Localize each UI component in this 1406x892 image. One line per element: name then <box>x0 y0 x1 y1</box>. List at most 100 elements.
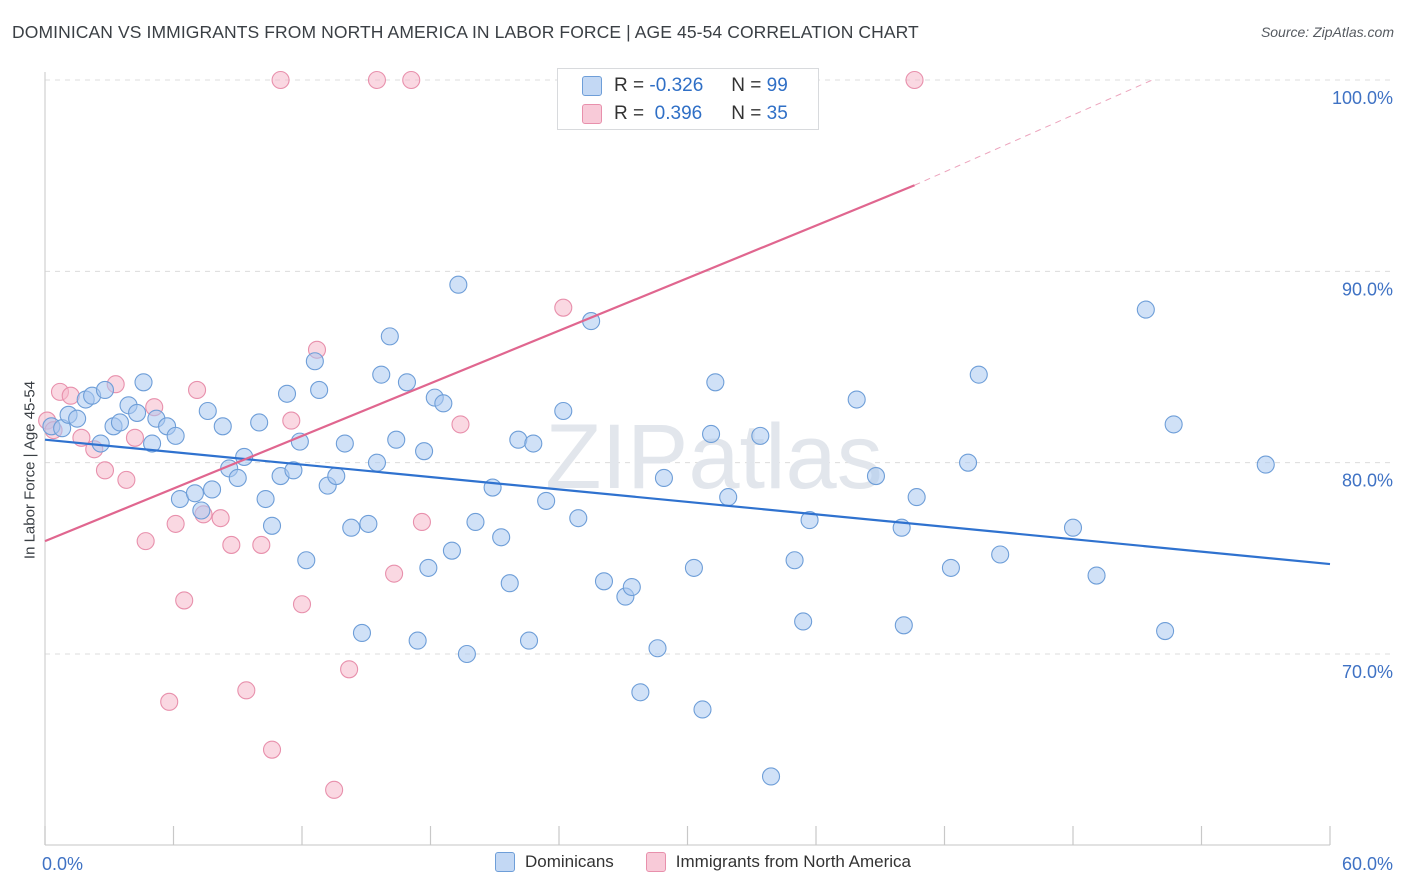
x-tick-label: 0.0% <box>42 854 83 874</box>
legend-n-label: N = <box>731 75 762 96</box>
point-dominicans <box>500 574 519 593</box>
legend-item-dominicans: Dominicans <box>494 852 614 872</box>
legend-r-value: 0.396 <box>649 103 703 124</box>
point-dominicans <box>387 430 406 449</box>
point-dominicans <box>372 365 391 384</box>
point-immigrants <box>252 535 271 554</box>
point-immigrants <box>271 70 290 90</box>
point-dominicans <box>185 484 204 503</box>
y-tick-label: 90.0% <box>1342 279 1393 299</box>
point-dominicans <box>198 401 217 421</box>
point-immigrants <box>554 298 573 317</box>
tick-labels: 70.0% 80.0% 90.0% 100.0% 0.0% 60.0% <box>42 88 1393 874</box>
axes <box>44 72 1331 846</box>
y-tick-label: 70.0% <box>1342 662 1393 682</box>
point-dominicans <box>706 373 725 392</box>
point-dominicans <box>310 380 329 400</box>
point-dominicans <box>800 511 819 530</box>
point-immigrants <box>175 591 194 610</box>
point-dominicans <box>702 424 721 444</box>
legend-n-value: 99 <box>766 75 788 96</box>
watermark: ZIPatlas <box>545 406 882 508</box>
point-immigrants <box>412 512 431 532</box>
point-immigrants <box>188 380 207 400</box>
point-immigrants <box>292 595 312 614</box>
point-dominicans <box>719 488 738 507</box>
point-immigrants <box>325 780 344 799</box>
point-dominicans <box>991 545 1010 564</box>
point-dominicans <box>537 491 556 510</box>
point-dominicans <box>785 551 804 570</box>
point-dominicans <box>327 467 346 486</box>
point-immigrants <box>237 681 256 700</box>
point-dominicans <box>203 480 222 499</box>
point-immigrants <box>61 386 80 405</box>
point-dominicans <box>959 453 978 472</box>
legend-swatch-pink <box>645 852 666 872</box>
point-immigrants <box>211 509 230 528</box>
legend-swatch-pink <box>582 104 602 124</box>
point-dominicans <box>250 413 269 432</box>
trendline-immigrants-extension <box>914 79 1153 186</box>
point-dominicans <box>894 616 913 635</box>
point-immigrants <box>367 70 387 90</box>
point-dominicans <box>794 612 813 631</box>
point-dominicans <box>751 426 770 445</box>
point-dominicans <box>519 631 539 650</box>
point-dominicans <box>367 453 387 472</box>
point-dominicans <box>1136 300 1155 319</box>
point-immigrants <box>402 70 421 90</box>
point-dominicans <box>761 767 781 786</box>
legend-item-immigrants: Immigrants from North America <box>645 852 911 872</box>
point-dominicans <box>68 409 87 428</box>
point-dominicans <box>408 631 427 650</box>
point-dominicans <box>359 514 378 533</box>
point-dominicans <box>434 394 453 413</box>
point-immigrants <box>95 461 115 480</box>
point-dominicans <box>228 468 247 488</box>
point-dominicans <box>305 352 324 371</box>
series-dominicans-points <box>42 275 1275 786</box>
trendlines <box>44 79 1331 566</box>
point-dominicans <box>554 401 573 421</box>
point-immigrants <box>905 70 924 90</box>
legend-swatch-blue <box>494 852 515 872</box>
point-dominicans <box>631 683 650 702</box>
y-tick-label: 80.0% <box>1342 471 1393 491</box>
point-immigrants <box>125 428 144 447</box>
legend-row-immigrants: R = 0.396 N = 35 <box>582 103 788 125</box>
point-dominicans <box>134 373 153 392</box>
point-dominicans <box>192 501 211 520</box>
point-dominicans <box>1164 415 1183 434</box>
point-dominicans <box>256 489 275 509</box>
legend-r-label: R = <box>614 103 645 124</box>
legend-n-label: N = <box>731 103 762 124</box>
point-dominicans <box>128 403 147 422</box>
point-immigrants <box>160 692 179 711</box>
point-dominicans <box>509 430 528 449</box>
point-dominicans <box>342 518 361 537</box>
point-dominicans <box>622 577 641 597</box>
point-dominicans <box>1156 621 1175 641</box>
point-dominicans <box>397 373 416 392</box>
point-immigrants <box>136 532 155 551</box>
point-dominicans <box>866 467 886 486</box>
legend-n-value: 35 <box>766 103 788 124</box>
point-dominicans <box>166 426 185 445</box>
gridlines <box>45 79 1393 655</box>
point-immigrants <box>166 514 185 533</box>
point-dominicans <box>352 623 372 643</box>
legend-row-dominicans: R = -0.326 N = 99 <box>582 75 788 97</box>
point-dominicans <box>466 512 485 532</box>
point-dominicans <box>654 468 673 488</box>
point-dominicans <box>110 413 130 432</box>
point-dominicans <box>457 644 476 664</box>
point-immigrants <box>340 660 359 679</box>
point-dominicans <box>335 434 354 453</box>
point-dominicans <box>449 275 468 294</box>
point-dominicans <box>262 516 282 535</box>
point-dominicans <box>95 380 115 400</box>
series-legend: Dominicans Immigrants from North America <box>0 852 1406 872</box>
x-tick-label: 60.0% <box>1342 854 1393 874</box>
